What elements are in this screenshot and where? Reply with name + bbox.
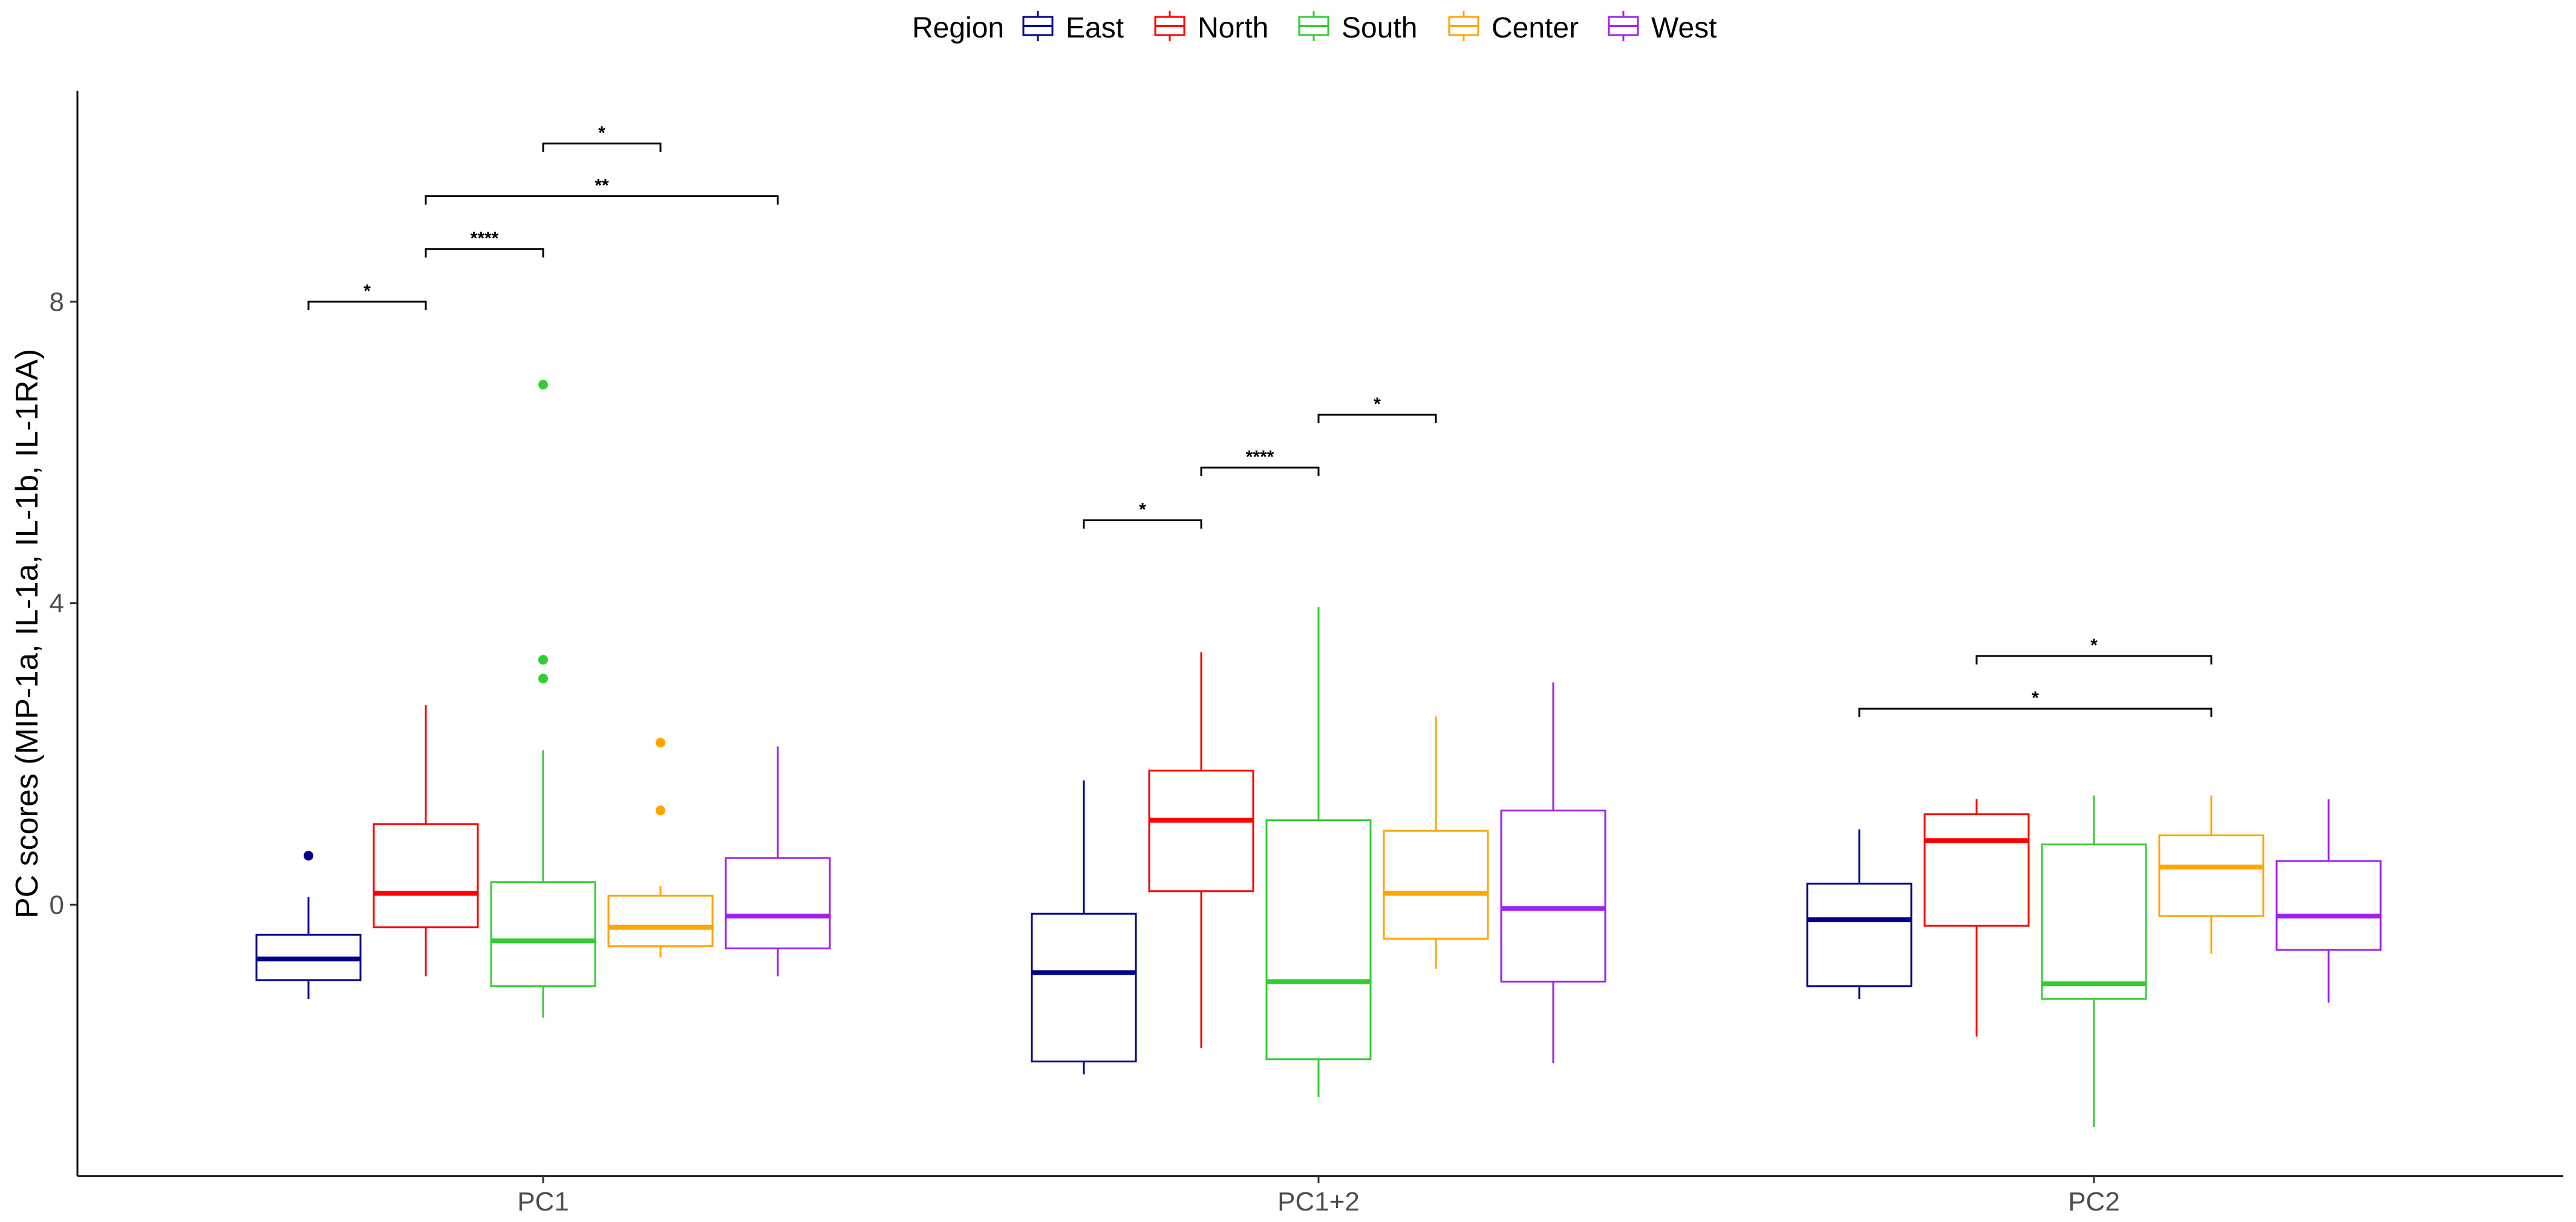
legend-label: West [1651,12,1717,44]
bracket-line [425,195,779,205]
significance-label: * [1139,500,1146,520]
box-pc1plus2-west [1500,682,1606,1064]
legend-label: East [1066,12,1124,44]
bracket-line [1858,707,2212,718]
significance-label: * [2032,688,2039,708]
box-pc1plus2-south [1265,606,1372,1097]
box-iqr [2158,834,2265,917]
bracket-line [1317,414,1437,424]
outlier-point [656,805,665,816]
y-tick-label: 4 [50,589,64,619]
box-iqr [607,894,714,947]
box-iqr [1265,819,1372,1061]
box-pc1plus2-east [1031,780,1137,1074]
outlier-point [538,674,548,684]
legend: Region East North South Center West [912,11,1717,44]
y-axis-title: PC scores (MIP-1a, IL-1a, IL-1b, IL-1RA) [10,349,45,918]
bracket-line [1200,466,1320,476]
significance-bracket: * [1858,688,2212,718]
x-tick-label: PC1+2 [1277,1187,1360,1217]
box-iqr [1500,809,1606,983]
y-tick-label: 8 [50,287,64,317]
significance-bracket: ** [425,176,779,205]
legend-entry-center: Center [1448,11,1579,44]
outlier-point [304,851,313,861]
outlier-point [538,380,548,390]
y-tick-label: 0 [50,890,64,920]
significance-bracket: * [307,281,427,311]
legend-entry-east: East [1022,11,1124,44]
box-pc1-east [255,851,362,999]
box-iqr [1923,813,2030,927]
box-pc1-center [607,738,714,958]
box-iqr [490,881,596,987]
box-pc1plus2-center [1383,716,1489,969]
legend-label: North [1198,12,1268,44]
significance-label: * [1374,394,1381,414]
legend-entry-south: South [1298,11,1417,44]
legend-entry-west: West [1608,11,1717,44]
box-iqr [1806,882,1912,987]
significance-label: * [2090,635,2098,655]
significance-label: **** [471,229,499,249]
significance-label: * [364,281,371,301]
box-pc2-center [2158,795,2265,954]
significance-label: **** [1246,447,1274,467]
box-pc2-west [2275,799,2382,1003]
box-iqr [2275,860,2382,951]
legend-entry-north: North [1154,11,1268,44]
significance-label: * [598,123,605,143]
significance-label: ** [595,176,609,196]
box-pc2-south [2041,795,2147,1127]
outlier-point [538,655,548,665]
box-pc2-north [1923,799,2030,1037]
bracket-line [425,248,544,258]
bracket-line [1083,519,1202,529]
significance-bracket: **** [1200,447,1320,476]
legend-label: Center [1492,12,1579,44]
box-iqr [1031,912,1137,1063]
x-tick-label: PC2 [2068,1187,2120,1217]
box-pc2-east [1806,829,1912,999]
outlier-point [656,738,665,748]
significance-bracket: * [1975,635,2212,665]
bracket-line [542,142,662,152]
box-iqr [1148,769,1254,892]
bracket-line [1975,655,2212,665]
significance-bracket: * [542,123,662,152]
plot-area: 048 PC1 PC1+2 PC2 **************** [50,91,2563,1217]
box-pc1plus2-north [1148,652,1254,1048]
box-pc1-west [725,746,831,977]
box-pc1-south [490,380,596,1018]
box-iqr [1383,830,1489,940]
box-iqr [725,857,831,950]
box-pc1-north [373,704,479,977]
legend-label: South [1342,12,1417,44]
significance-bracket: **** [425,229,544,258]
legend-title: Region [912,12,1004,44]
bracket-line [307,301,427,311]
x-tick-label: PC1 [517,1187,569,1217]
box-iqr [373,823,479,929]
box-iqr [2041,843,2147,1000]
significance-bracket: * [1317,394,1437,424]
significance-bracket: * [1083,500,1202,529]
